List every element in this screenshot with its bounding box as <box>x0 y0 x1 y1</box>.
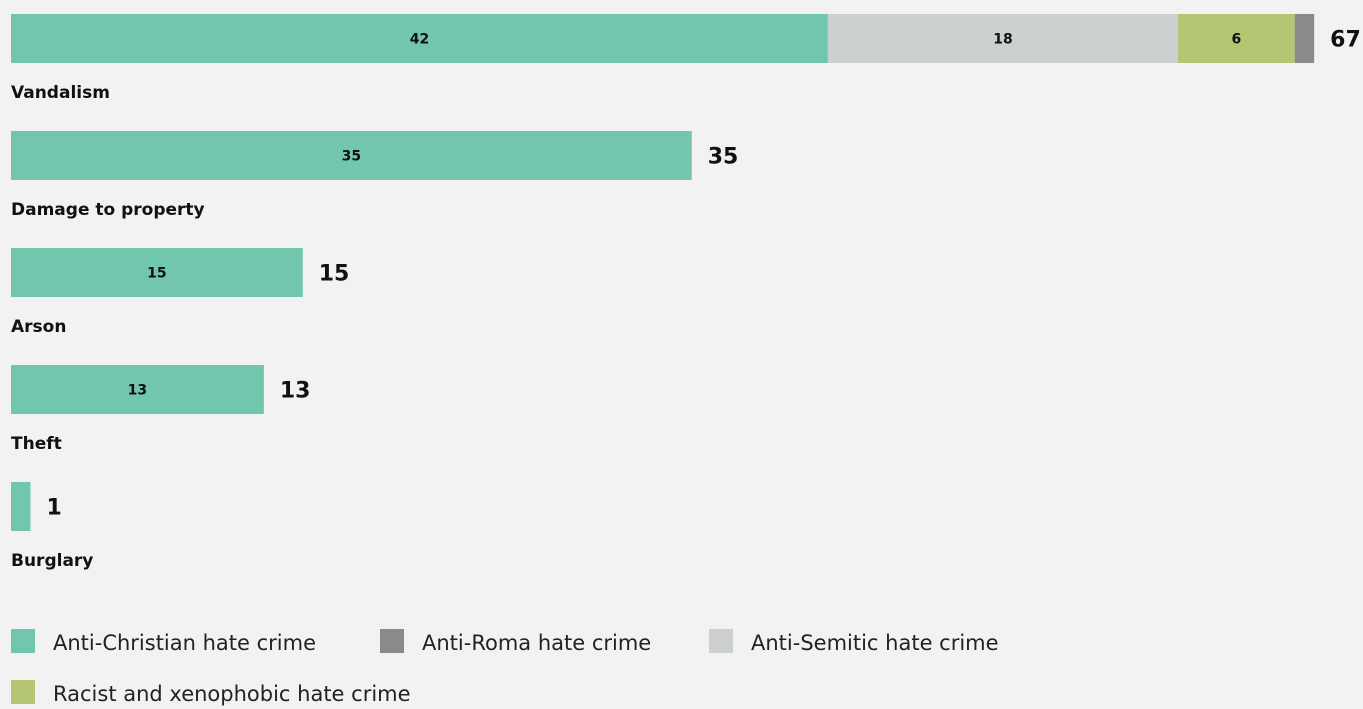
legend-label: Anti-Christian hate crime <box>53 631 316 655</box>
total-value-label: 15 <box>319 262 350 287</box>
legend: Anti-Christian hate crime Anti-Roma hate … <box>11 629 999 706</box>
legend-swatch <box>11 680 35 704</box>
legend-swatch <box>380 629 404 653</box>
bar-anti-christian-hate-crime-1 <box>11 131 692 180</box>
segment-value-label: 42 <box>410 32 429 48</box>
segment-value-label: 6 <box>1231 32 1241 48</box>
bars-group: 42 18 6 67 Vandalism 35 35 Damage to property 15… <box>11 14 1361 571</box>
segment-value-label: 13 <box>128 383 147 399</box>
category-label: Arson <box>11 317 66 337</box>
segment-value-label: 18 <box>993 32 1012 48</box>
bar-anti-christian-hate-crime-0 <box>11 14 828 63</box>
category-label: Burglary <box>11 551 93 571</box>
bar-racist-and-xenophobic-hate-crime-0 <box>1178 14 1295 63</box>
bar-anti-semitic-hate-crime-0 <box>827 14 1178 63</box>
total-value-label: 1 <box>46 496 61 521</box>
legend-label: Racist and xenophobic hate crime <box>53 682 411 706</box>
segment-value-label: 15 <box>147 266 166 282</box>
segment-value-label: 35 <box>342 149 361 165</box>
legend-swatch <box>709 629 733 653</box>
bar-anti-roma-hate-crime-0 <box>1294 14 1315 63</box>
category-label: Vandalism <box>11 83 110 103</box>
bar-anti-christian-hate-crime-3 <box>11 365 264 414</box>
total-value-label: 35 <box>708 145 739 170</box>
category-label: Theft <box>11 434 62 454</box>
bar-anti-christian-hate-crime-2 <box>11 248 303 297</box>
bar-anti-christian-hate-crime-4 <box>11 482 31 531</box>
total-value-label: 67 <box>1330 28 1361 53</box>
legend-label: Anti-Semitic hate crime <box>751 631 999 655</box>
legend-label: Anti-Roma hate crime <box>422 631 651 655</box>
category-label: Damage to property <box>11 200 205 220</box>
legend-swatch <box>11 629 35 653</box>
total-value-label: 13 <box>280 379 311 404</box>
